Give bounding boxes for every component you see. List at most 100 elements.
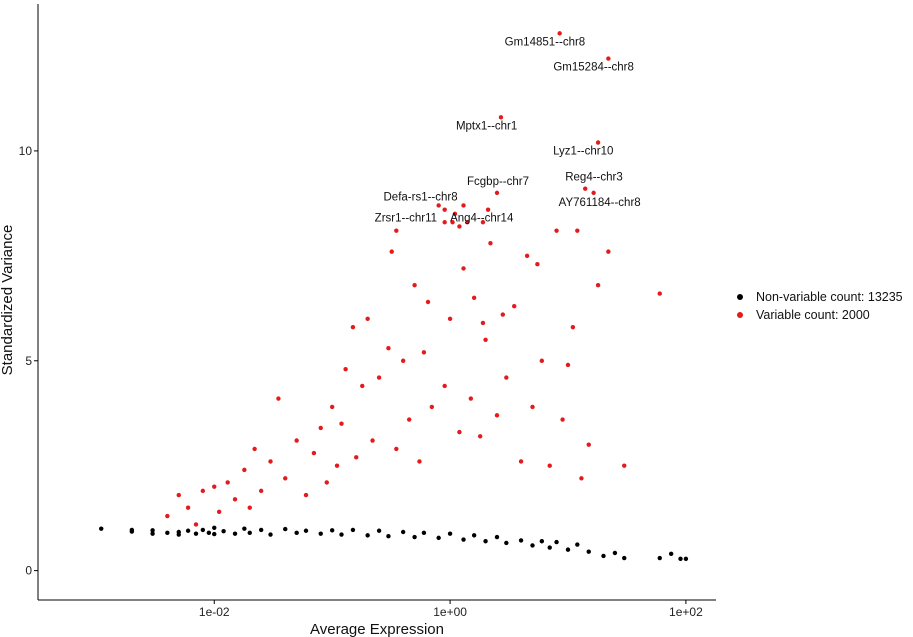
point-nonvariable: [268, 532, 273, 537]
y-ticks: 0 5 10: [19, 144, 38, 578]
point-variable: [258, 488, 264, 494]
point-nonvariable: [294, 530, 299, 536]
point-variable: [494, 413, 500, 418]
point-variable: [457, 429, 462, 435]
point-variable: [365, 316, 370, 321]
point-variable: [512, 303, 517, 309]
legend-swatch-variable: [737, 312, 743, 318]
point-nonvariable: [601, 553, 606, 559]
point-variable: [386, 345, 391, 351]
axes: [37, 4, 716, 601]
point-nonvariable: [283, 526, 288, 532]
x-tick-label: 1e+02: [669, 605, 703, 619]
point-variable: [480, 220, 486, 225]
point-nonvariable: [400, 529, 406, 535]
point-variable: [200, 488, 206, 494]
point-nonvariable: [530, 543, 535, 548]
x-tick-label: 1e+00: [433, 605, 467, 619]
point-nonvariable: [339, 532, 344, 537]
point-nonvariable: [150, 531, 155, 536]
point-variable: [471, 295, 477, 301]
point-variable: [429, 404, 435, 410]
point-variable: [461, 266, 466, 271]
point-nonvariable: [176, 532, 181, 537]
point-variable: [442, 207, 447, 212]
point-variable: [324, 480, 329, 485]
point-variable: [488, 241, 493, 246]
point-variable: [518, 459, 524, 464]
point-nonvariable: [683, 556, 689, 562]
point-nonvariable: [165, 530, 170, 536]
point-variable: [657, 291, 662, 296]
point-variable: [554, 228, 559, 233]
point-variable: [595, 140, 601, 145]
point-variable: [185, 505, 191, 510]
point-nonvariable: [483, 539, 488, 544]
point-nonvariable: [447, 531, 453, 536]
point-nonvariable: [622, 555, 627, 561]
point-variable: [376, 375, 382, 380]
point-variable: [606, 56, 611, 61]
point-variable: [457, 224, 462, 229]
point-variable: [442, 383, 447, 389]
point-nonvariable: [547, 545, 552, 550]
point-variable: [216, 509, 222, 515]
gene-label: Ang4--chr14: [450, 213, 514, 225]
point-variable: [294, 438, 299, 443]
point-nonvariable: [258, 527, 264, 533]
point-nonvariable: [412, 534, 417, 540]
x-axis-title: Average Expression: [310, 621, 444, 637]
y-tick-label: 0: [25, 564, 32, 578]
point-variable: [591, 190, 596, 196]
point-nonvariable: [365, 533, 370, 538]
point-variable: [570, 324, 576, 330]
point-variable: [417, 459, 422, 464]
point-nonvariable: [461, 537, 466, 542]
y-axis-title: Standardized Variance: [0, 225, 16, 376]
point-variable: [583, 186, 588, 191]
point-variable: [276, 396, 281, 401]
point-variable: [447, 316, 453, 321]
point-variable: [412, 283, 417, 288]
gene-label: Lyz1--chr10: [553, 146, 613, 158]
point-nonvariable: [586, 549, 591, 554]
point-nonvariable: [421, 530, 427, 536]
point-variable: [225, 480, 230, 485]
y-tick-label: 10: [19, 144, 33, 158]
legend-label-nonvariable: Non-variable count: 13235: [756, 290, 903, 304]
gene-label: Gm15284--chr8: [553, 62, 634, 74]
point-variable: [421, 350, 427, 355]
point-variable: [477, 434, 483, 439]
point-variable: [500, 312, 506, 317]
point-nonvariable: [150, 528, 155, 533]
point-variable: [350, 324, 356, 330]
point-nonvariable: [518, 538, 524, 543]
point-variable: [242, 467, 247, 473]
gene-labels: Gm14851--chr8 Gm15284--chr8 Mptx1--chr1 Lyz…: [375, 36, 641, 224]
point-nonvariable: [212, 531, 217, 537]
point-variable: [450, 220, 455, 225]
point-variable: [452, 211, 458, 217]
point-nonvariable: [554, 539, 559, 545]
point-nonvariable: [668, 551, 674, 557]
point-nonvariable: [185, 528, 191, 533]
point-nonvariable: [678, 556, 683, 562]
legend-label-variable: Variable count: 2000: [756, 308, 870, 322]
point-variable: [579, 476, 584, 481]
point-variable: [232, 497, 238, 502]
point-variable: [468, 396, 474, 401]
point-nonvariable: [471, 533, 477, 538]
point-nonvariable: [494, 534, 500, 540]
point-variable: [425, 299, 431, 305]
point-variable: [400, 358, 406, 363]
point-nonvariable: [612, 550, 618, 556]
point-variable: [354, 455, 359, 460]
point-nonvariable: [129, 529, 135, 534]
point-variable: [318, 425, 323, 431]
gene-label: Zrsr1--chr11: [375, 213, 437, 225]
point-nonvariable: [99, 526, 104, 531]
point-nonvariable: [350, 527, 356, 533]
point-nonvariable: [575, 542, 580, 547]
point-variable: [442, 220, 447, 225]
